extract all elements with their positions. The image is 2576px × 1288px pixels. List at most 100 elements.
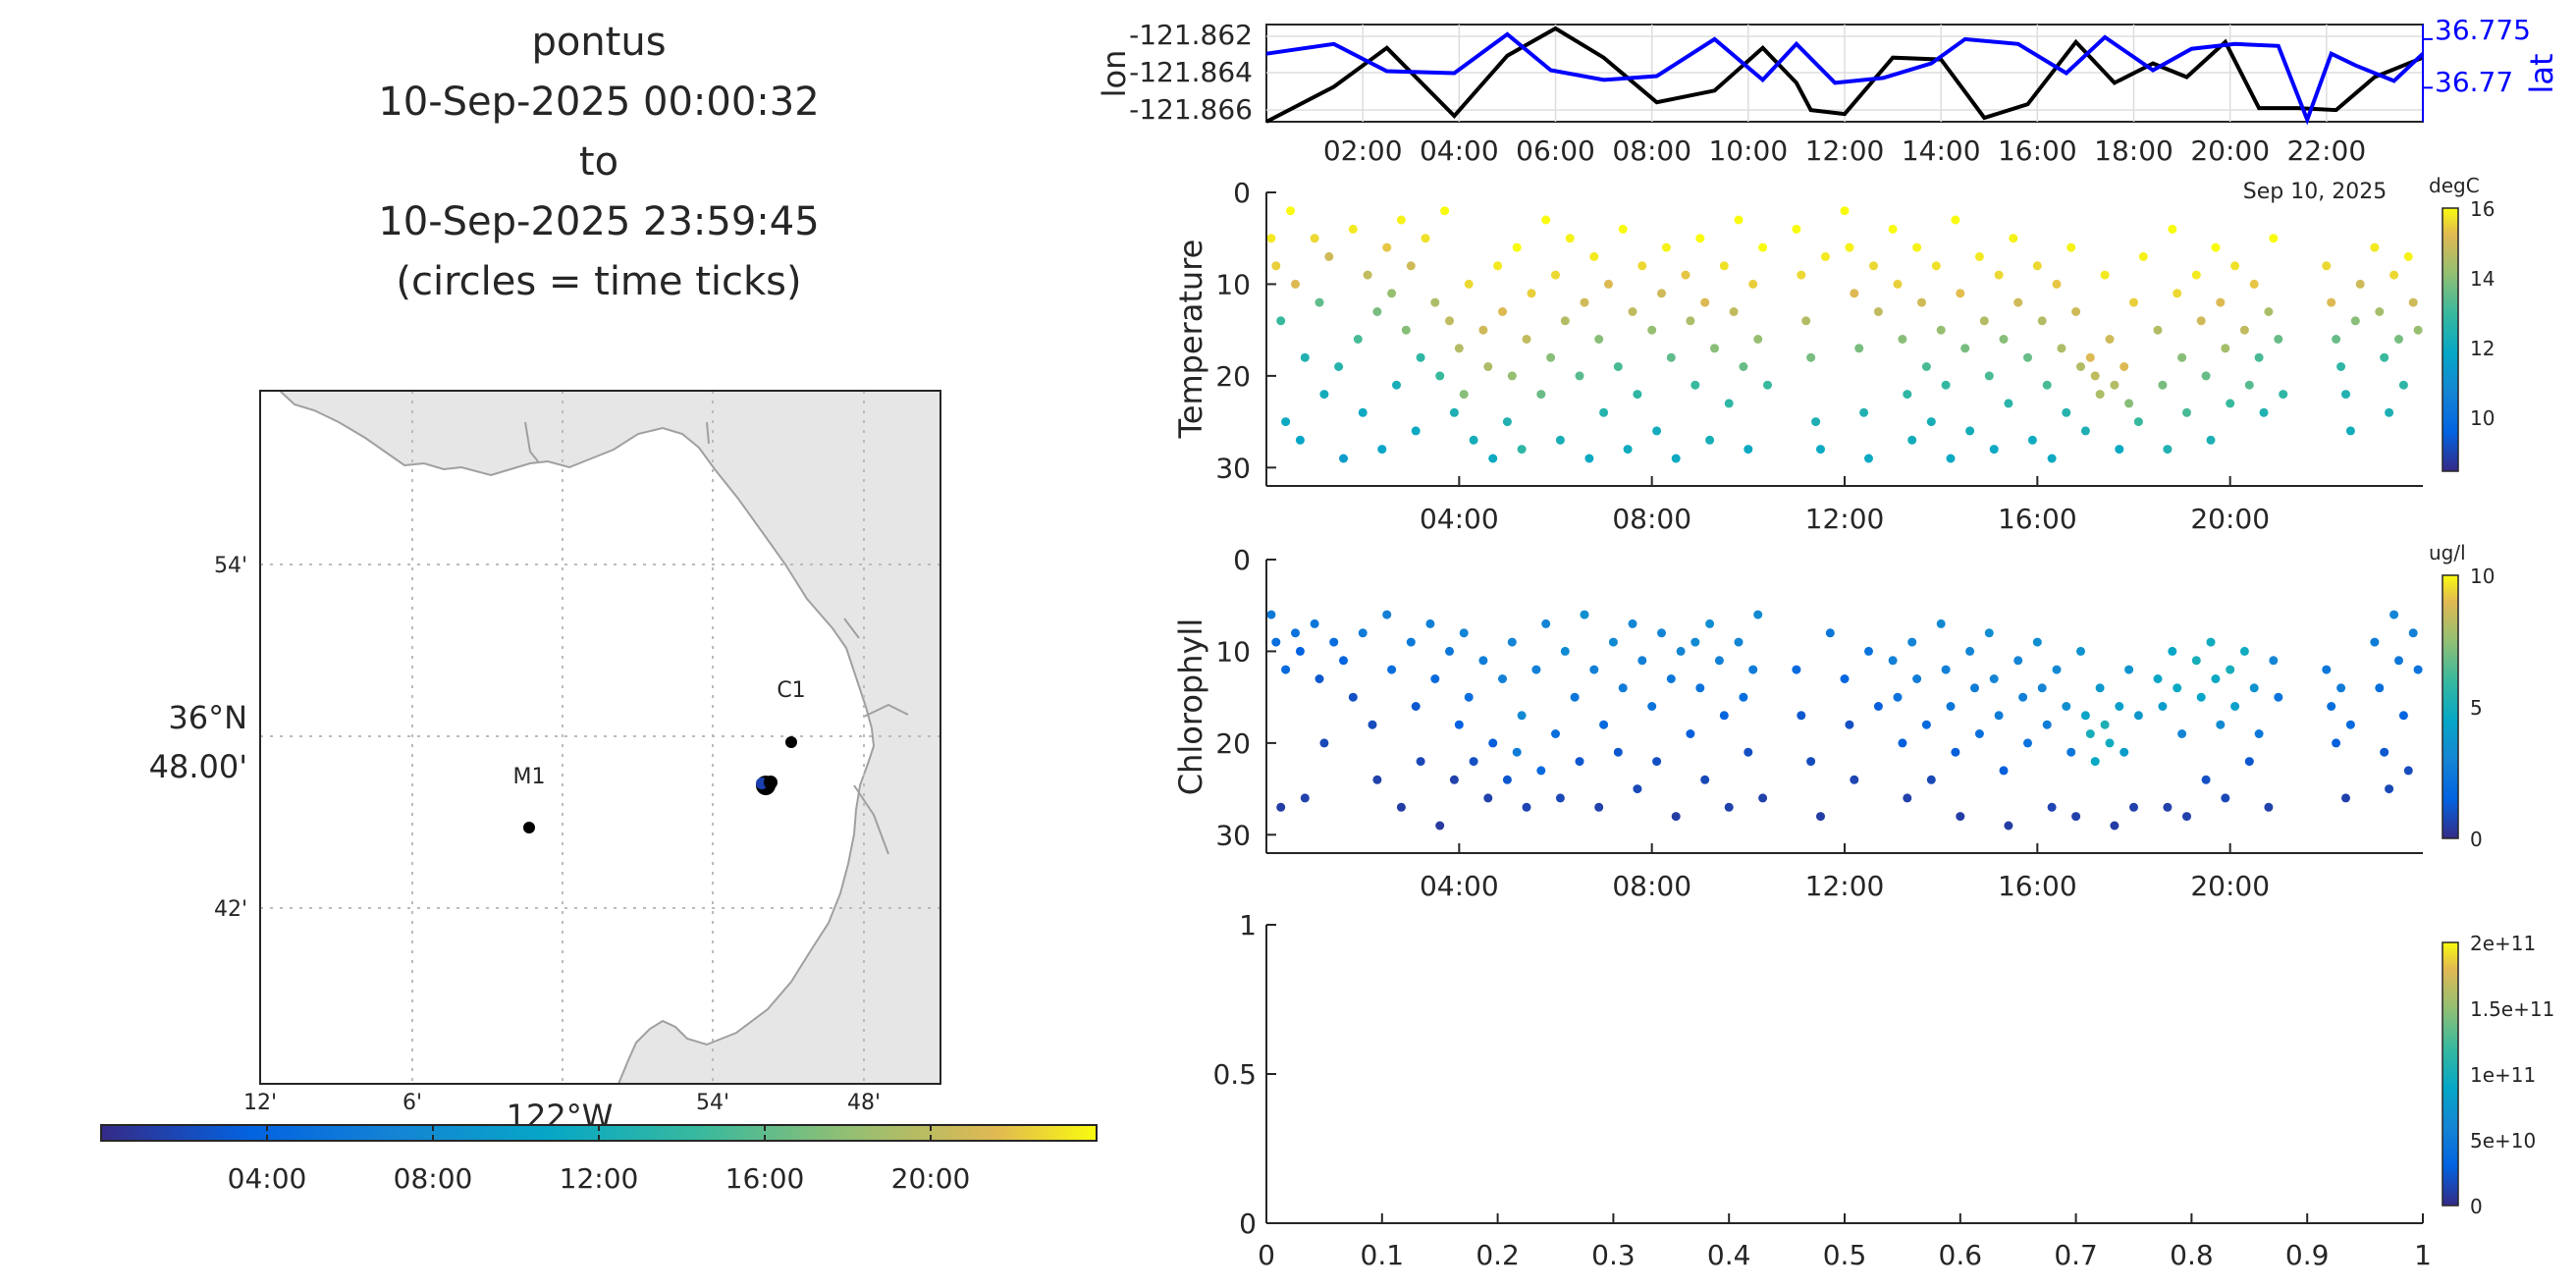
- data-point: [2129, 297, 2138, 307]
- x-tick-label: 20:00: [2190, 134, 2270, 167]
- data-point: [1936, 618, 1946, 628]
- colorbar-tick: 04:00: [228, 1162, 307, 1195]
- x-tick-label: 16:00: [1998, 134, 2077, 167]
- data-point: [1594, 335, 1604, 344]
- data-point: [1979, 316, 1989, 326]
- data-point: [1946, 454, 1956, 463]
- data-point: [2394, 656, 2403, 666]
- data-point: [1797, 711, 1806, 721]
- data-point: [1454, 720, 1464, 729]
- data-point: [1507, 637, 1517, 647]
- data-point: [1661, 242, 1671, 252]
- data-point: [1657, 289, 1666, 298]
- data-point: [1748, 279, 1758, 289]
- y-tick-label: 1: [1239, 909, 1257, 941]
- colorbar-tick: 14: [2470, 267, 2495, 291]
- data-point: [1522, 335, 1531, 344]
- lon-label: 6': [402, 1091, 422, 1115]
- data-point: [1960, 344, 1970, 353]
- data-point: [2168, 224, 2177, 234]
- data-point: [1690, 380, 1700, 390]
- data-point: [2009, 234, 2018, 243]
- lat-label: 54': [214, 554, 247, 578]
- data-point: [1724, 399, 1734, 408]
- data-point: [1339, 656, 1348, 666]
- data-point: [1676, 646, 1686, 656]
- series-line-lat: [1265, 31, 2425, 126]
- data-point: [2230, 261, 2240, 271]
- data-point: [1652, 757, 1662, 767]
- data-point: [2230, 702, 2240, 711]
- data-point: [2269, 656, 2279, 666]
- data-point: [1339, 454, 1348, 463]
- data-point: [1517, 445, 1527, 455]
- x-tick-label: 0.5: [1823, 1239, 1867, 1271]
- y-tick-label: 20: [1215, 360, 1251, 393]
- data-point: [1358, 628, 1368, 638]
- data-point: [1921, 720, 1931, 729]
- data-point: [1507, 371, 1517, 381]
- data-point: [2254, 352, 2264, 362]
- lon-tick: -121.864: [1129, 56, 1253, 88]
- chlorophyll-axis-label: Chlorophyll: [1172, 618, 1209, 795]
- data-point: [2018, 692, 2028, 702]
- x-tick-label: 04:00: [1420, 503, 1499, 535]
- data-point: [1589, 665, 1599, 674]
- data-point: [1729, 307, 1739, 316]
- data-point: [1406, 637, 1416, 647]
- data-point: [1445, 646, 1454, 656]
- data-point: [2403, 766, 2413, 776]
- data-point: [1801, 316, 1811, 326]
- data-point: [1531, 665, 1541, 674]
- data-point: [1411, 426, 1421, 436]
- data-point: [1724, 802, 1734, 812]
- data-point: [1300, 352, 1310, 362]
- data-point: [1792, 224, 1801, 234]
- data-point: [1372, 307, 1382, 316]
- data-point: [1994, 711, 2004, 721]
- data-point: [1512, 242, 1522, 252]
- data-point: [2403, 251, 2413, 261]
- data-point: [2380, 352, 2389, 362]
- station-marker: [785, 736, 797, 748]
- data-point: [2221, 793, 2230, 803]
- empty-panel: 0 0.1 0.2 0.3 0.4 0.5 0.6 0.7 0.8 0.9 1 10.50 2e+1…: [1212, 909, 2554, 1271]
- data-point: [1286, 206, 1295, 216]
- data-point: [2153, 674, 2163, 683]
- data-point: [1580, 610, 1589, 619]
- data-point: [2080, 711, 2090, 721]
- data-point: [2408, 628, 2418, 638]
- data-point: [1536, 766, 1546, 776]
- data-point: [1435, 371, 1445, 381]
- data-point: [1411, 702, 1421, 711]
- data-point: [2013, 297, 2023, 307]
- data-point: [1893, 692, 1903, 702]
- x-tick-label: 12:00: [1805, 870, 1885, 902]
- data-point: [1926, 775, 1936, 784]
- data-point: [1628, 618, 1637, 628]
- data-point: [1710, 344, 1719, 353]
- chlorophyll-colorbar: [2442, 574, 2459, 839]
- y-tick-label: 30: [1215, 452, 1251, 484]
- data-point: [2120, 747, 2129, 757]
- x-tick-label: 0.8: [2170, 1239, 2214, 1271]
- data-point: [2375, 307, 2385, 316]
- data-point: [1271, 637, 1281, 647]
- time-colorbar: 04:00 08:00 12:00 16:00 20:00: [100, 1124, 1098, 1195]
- data-point: [2249, 683, 2259, 693]
- data-point: [1584, 454, 1594, 463]
- data-point: [1633, 390, 1642, 400]
- data-point: [1310, 618, 1319, 628]
- data-point: [2105, 738, 2115, 748]
- data-point: [1541, 618, 1551, 628]
- data-point: [1719, 261, 1729, 271]
- data-point: [2182, 812, 2191, 822]
- data-point: [1310, 234, 1319, 243]
- data-point: [1392, 380, 1401, 390]
- data-point: [2370, 242, 2380, 252]
- data-point: [1551, 270, 1560, 280]
- data-point: [2398, 380, 2408, 390]
- y-tick-label: 0.5: [1212, 1058, 1257, 1091]
- data-point: [1623, 445, 1633, 455]
- data-point: [2191, 270, 2201, 280]
